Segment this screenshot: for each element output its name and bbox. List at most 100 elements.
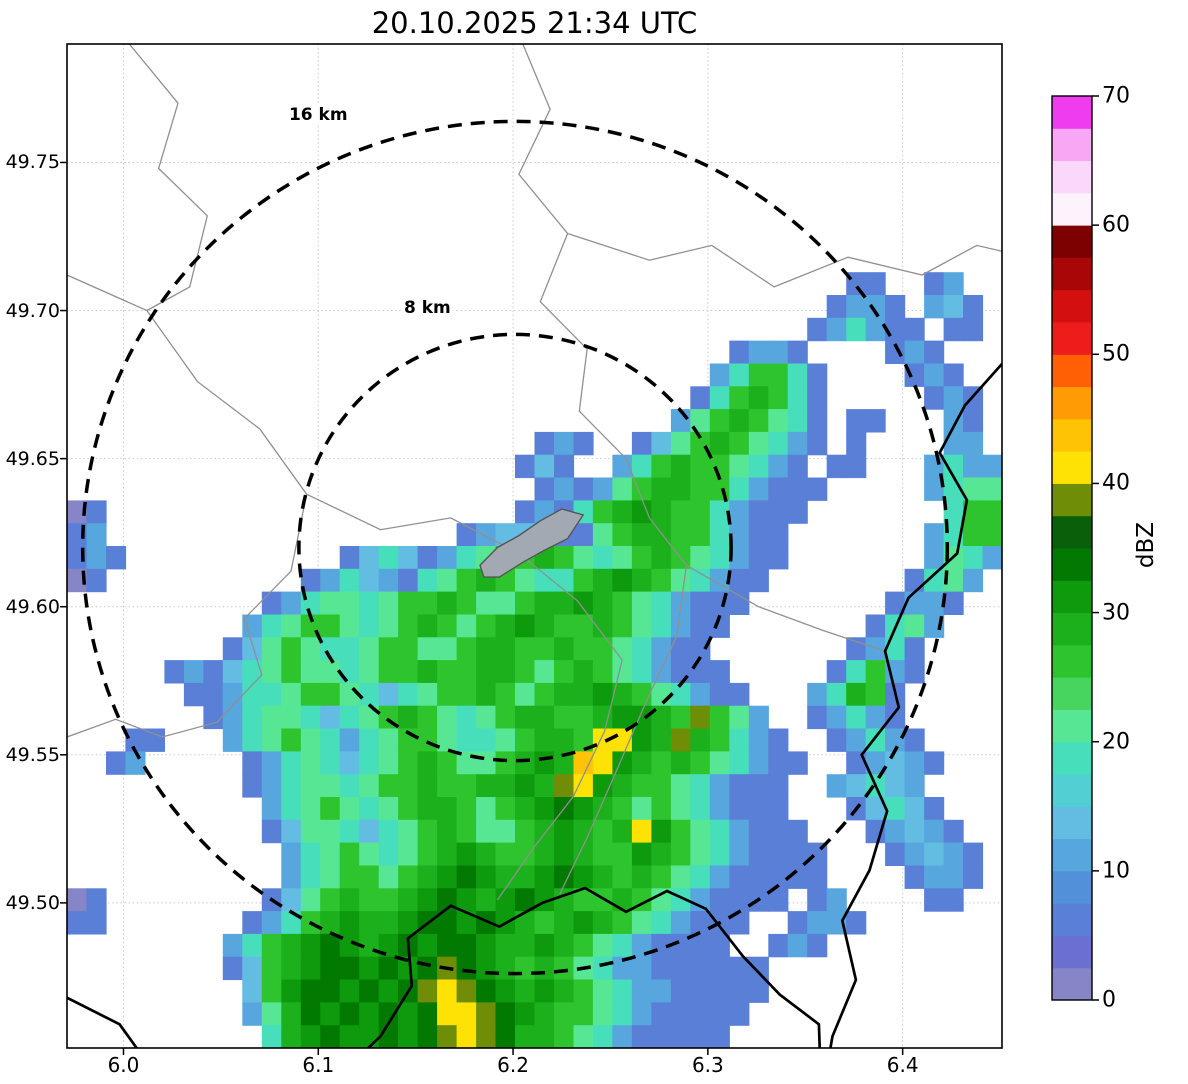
radar-cell bbox=[554, 865, 575, 889]
radar-cell bbox=[125, 728, 146, 752]
radar-cell bbox=[690, 842, 711, 866]
radar-cell bbox=[359, 591, 380, 615]
radar-cell bbox=[300, 568, 321, 593]
range-ring-label: 16 km bbox=[285, 105, 351, 126]
radar-cell bbox=[476, 1025, 497, 1048]
radar-cell bbox=[320, 728, 341, 752]
radar-cell bbox=[456, 591, 477, 615]
radar-cell bbox=[554, 1002, 575, 1026]
radar-cell bbox=[554, 774, 575, 798]
radar-cell bbox=[378, 637, 399, 661]
country-border-line bbox=[366, 886, 822, 1048]
radar-cell bbox=[554, 933, 575, 958]
radar-cell bbox=[768, 888, 789, 912]
radar-cell bbox=[729, 956, 750, 981]
radar-cell bbox=[982, 454, 1002, 479]
radar-cell bbox=[924, 865, 945, 889]
radar-cell bbox=[534, 454, 555, 479]
radar-cell bbox=[417, 568, 438, 593]
radar-cell bbox=[222, 728, 243, 752]
radar-cell bbox=[670, 728, 691, 752]
radar-cell bbox=[534, 751, 555, 775]
radar-cell bbox=[339, 888, 360, 912]
radar-cell bbox=[690, 591, 711, 615]
radar-cell bbox=[963, 842, 984, 866]
radar-cell bbox=[787, 340, 808, 364]
colorbar-segment bbox=[1052, 354, 1092, 388]
radar-cell bbox=[592, 933, 613, 958]
radar-cell bbox=[631, 637, 652, 661]
radar-cell bbox=[885, 842, 906, 866]
radar-cell bbox=[495, 660, 516, 684]
radar-cell bbox=[612, 865, 633, 889]
radar-cell bbox=[300, 705, 321, 730]
radar-cell bbox=[437, 591, 458, 615]
radar-cell bbox=[612, 1002, 633, 1026]
radar-cell bbox=[417, 1025, 438, 1048]
radar-cell bbox=[554, 911, 575, 935]
radar-cell bbox=[300, 979, 321, 1003]
radar-cell bbox=[495, 865, 516, 889]
radar-cell bbox=[709, 797, 730, 821]
radar-cell bbox=[592, 911, 613, 935]
radar-cell bbox=[495, 797, 516, 821]
radar-cell bbox=[515, 888, 536, 912]
radar-cell bbox=[690, 546, 711, 570]
radar-cell bbox=[670, 431, 691, 456]
radar-cell bbox=[807, 888, 828, 912]
radar-cell bbox=[515, 660, 536, 684]
radar-cell bbox=[456, 774, 477, 798]
radar-cell bbox=[378, 774, 399, 798]
radar-cell bbox=[612, 842, 633, 866]
radar-cell bbox=[242, 956, 263, 981]
radar-cell bbox=[281, 774, 302, 798]
radar-cell bbox=[924, 842, 945, 866]
radar-cell bbox=[554, 1025, 575, 1048]
radar-cell bbox=[417, 682, 438, 707]
radar-cell bbox=[709, 933, 730, 958]
radar-cell bbox=[300, 682, 321, 707]
radar-cell bbox=[417, 933, 438, 958]
radar-cell bbox=[320, 842, 341, 866]
radar-cell bbox=[476, 705, 497, 730]
radar-cell bbox=[378, 842, 399, 866]
radar-cell bbox=[885, 295, 906, 319]
radar-cell bbox=[612, 819, 633, 844]
radar-cell bbox=[378, 933, 399, 958]
radar-cell bbox=[592, 751, 613, 775]
radar-cell bbox=[242, 637, 263, 661]
radar-cell bbox=[86, 523, 107, 547]
radar-cell bbox=[281, 819, 302, 844]
radar-cell bbox=[592, 523, 613, 547]
radar-cell bbox=[631, 956, 652, 981]
radar-cell bbox=[573, 614, 594, 638]
radar-cell bbox=[709, 500, 730, 524]
plot-title: 20.10.2025 21:34 UTC bbox=[371, 6, 698, 40]
radar-cell bbox=[534, 819, 555, 844]
radar-cell bbox=[943, 865, 964, 889]
radar-cell bbox=[670, 842, 691, 866]
radar-cell bbox=[554, 751, 575, 775]
radar-cell bbox=[320, 568, 341, 593]
radar-cell bbox=[573, 1002, 594, 1026]
radar-cell bbox=[729, 431, 750, 456]
radar-cell bbox=[417, 705, 438, 730]
radar-cell bbox=[359, 660, 380, 684]
radar-cell bbox=[943, 363, 964, 387]
radar-cell bbox=[359, 979, 380, 1003]
radar-cell bbox=[709, 751, 730, 775]
radar-cell bbox=[612, 614, 633, 638]
radar-cell bbox=[670, 819, 691, 844]
colorbar-segment bbox=[1052, 418, 1092, 452]
radar-cell bbox=[729, 340, 750, 364]
radar-cell bbox=[320, 614, 341, 638]
colorbar-segment bbox=[1052, 386, 1092, 420]
radar-cell bbox=[670, 523, 691, 547]
radar-cell bbox=[378, 546, 399, 570]
radar-cell bbox=[515, 500, 536, 524]
radar-cell bbox=[554, 637, 575, 661]
radar-cell bbox=[320, 751, 341, 775]
radar-cell bbox=[670, 454, 691, 479]
radar-cell bbox=[300, 751, 321, 775]
radar-cell bbox=[437, 660, 458, 684]
